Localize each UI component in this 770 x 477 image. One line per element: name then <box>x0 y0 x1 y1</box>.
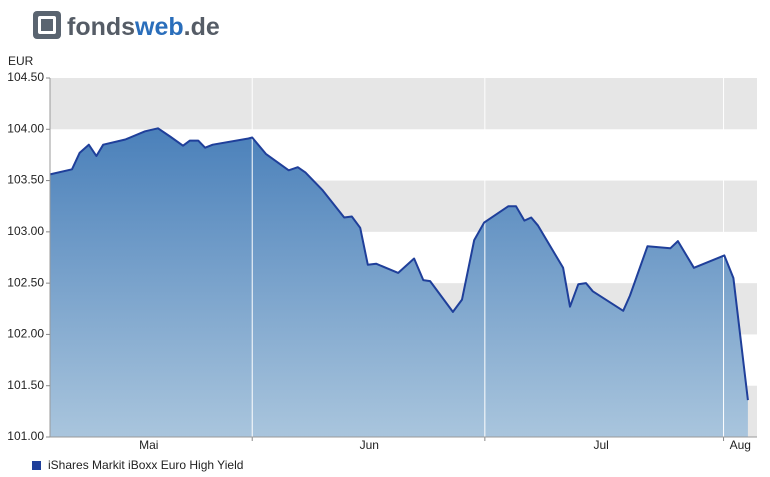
x-tick-label: Mai <box>139 438 158 452</box>
y-tick-label: 101.50 <box>7 378 44 392</box>
logo-icon-core <box>41 19 53 31</box>
y-tick-label: 101.00 <box>7 429 44 443</box>
y-axis-label: EUR <box>8 54 34 68</box>
y-tick-label: 104.50 <box>7 70 44 84</box>
logo-part: fonds <box>67 13 135 41</box>
x-tick-label: Jun <box>360 438 379 452</box>
y-tick-label: 103.50 <box>7 173 44 187</box>
y-tick-label: 103.00 <box>7 224 44 238</box>
y-tick-label: 102.00 <box>7 327 44 341</box>
logo-part: .de <box>184 13 220 41</box>
logo: fondsweb.de <box>33 11 220 41</box>
area-fill <box>50 128 748 438</box>
y-tick-label: 104.00 <box>7 121 44 135</box>
legend-label: iShares Markit iBoxx Euro High Yield <box>48 458 243 472</box>
x-tick-label: Jul <box>593 438 608 452</box>
y-tick-label: 102.50 <box>7 275 44 289</box>
grid-band <box>50 78 757 130</box>
x-tick-label: Aug <box>730 438 751 452</box>
logo-text: fondsweb.de <box>67 13 220 41</box>
line <box>49 127 749 401</box>
logo-part: web <box>134 13 184 41</box>
legend-swatch <box>32 461 41 470</box>
